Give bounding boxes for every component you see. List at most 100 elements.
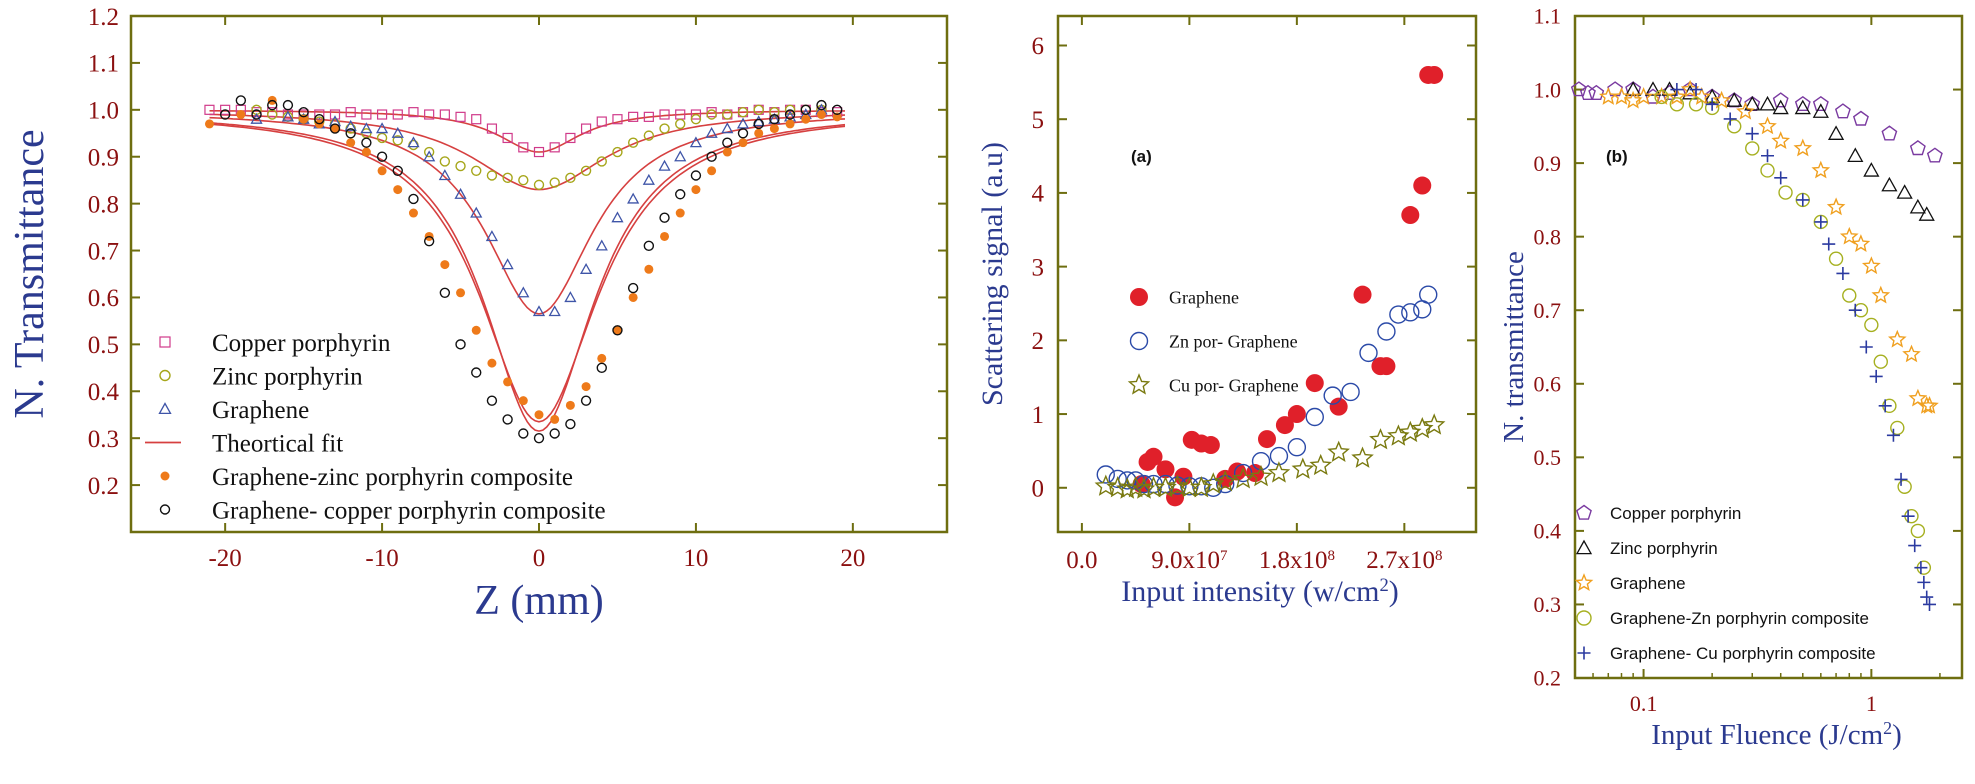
data-point xyxy=(455,111,466,122)
data-point xyxy=(831,104,843,116)
data-point xyxy=(1890,420,1905,436)
data-point xyxy=(314,113,325,125)
data-point xyxy=(1329,397,1348,416)
legend-label: Graphene- Cu porphyrin composite xyxy=(1610,644,1876,663)
data-point xyxy=(219,109,231,120)
y-axis-title: N. transmittance xyxy=(1498,251,1530,443)
y-tick-label: 3 xyxy=(1032,254,1045,281)
data-point xyxy=(1794,95,1811,112)
data-point xyxy=(486,123,498,134)
x-tick-label: 0.1 xyxy=(1630,691,1658,716)
data-point xyxy=(455,339,466,350)
data-point xyxy=(1774,171,1788,185)
data-point xyxy=(597,353,607,363)
y-tick-label: 0.5 xyxy=(88,332,119,359)
data-point xyxy=(330,124,340,134)
data-point xyxy=(628,292,638,302)
data-point xyxy=(1723,112,1737,126)
data-point xyxy=(816,99,827,111)
data-point xyxy=(329,123,341,134)
legend-label: Graphene-zinc porphyrin composite xyxy=(212,464,573,491)
legend-label: Graphene-Zn porphyrin composite xyxy=(1610,609,1869,628)
data-point xyxy=(518,142,529,153)
data-point xyxy=(1909,198,1926,214)
legend-marker xyxy=(160,471,170,481)
data-point xyxy=(1871,285,1891,304)
data-point xyxy=(423,146,435,158)
y-tick-label: 0 xyxy=(1032,476,1045,503)
legend-marker xyxy=(1577,646,1591,660)
data-point xyxy=(643,130,655,141)
data-point xyxy=(1917,575,1931,589)
data-point xyxy=(503,377,513,387)
data-point xyxy=(1309,453,1333,476)
data-point xyxy=(1778,185,1793,200)
legend-marker xyxy=(159,336,171,348)
data-point xyxy=(1761,149,1774,163)
series-cu-por-graphene xyxy=(1094,413,1446,499)
data-point xyxy=(659,123,670,134)
legend-label: Zinc porphyrin xyxy=(1610,539,1718,558)
data-point xyxy=(1201,436,1220,455)
data-point xyxy=(642,173,655,185)
data-point xyxy=(658,159,671,171)
legend: Graphene Zn por- Graphene Cu por- Graphene xyxy=(1127,287,1299,395)
data-point xyxy=(769,124,779,134)
data-point xyxy=(1305,407,1324,427)
data-point xyxy=(644,264,654,274)
data-point xyxy=(1588,84,1605,101)
data-point xyxy=(454,187,467,199)
y-tick-label: 0.5 xyxy=(1534,445,1562,470)
data-point xyxy=(753,104,764,116)
data-point xyxy=(1864,317,1879,333)
data-point xyxy=(455,160,466,172)
data-point xyxy=(407,136,420,148)
data-point xyxy=(1249,464,1273,487)
data-point xyxy=(1275,416,1294,435)
data-point xyxy=(1251,452,1271,471)
data-point xyxy=(1134,474,1154,494)
data-point xyxy=(1425,65,1444,84)
x-tick-label: 2.7x108 xyxy=(1366,547,1442,574)
data-point xyxy=(784,109,796,120)
y-tick-label: 0.7 xyxy=(1534,298,1562,323)
data-point xyxy=(501,258,514,270)
data-point xyxy=(376,132,388,144)
data-point xyxy=(1258,430,1276,449)
data-point xyxy=(689,136,703,148)
data-point xyxy=(736,117,750,129)
legend-marker xyxy=(1129,331,1149,351)
data-point xyxy=(1291,457,1315,479)
legend-marker xyxy=(1130,288,1148,306)
data-point xyxy=(533,146,545,158)
data-point xyxy=(738,138,748,148)
data-point xyxy=(502,414,513,425)
data-point xyxy=(1822,237,1836,251)
legend-marker xyxy=(159,369,171,382)
data-point xyxy=(423,150,436,162)
x-tick-label: 9.0x107 xyxy=(1151,547,1228,574)
data-point xyxy=(580,123,592,134)
data-point xyxy=(1669,97,1685,112)
data-point xyxy=(439,156,451,167)
y-tick-label: 0.8 xyxy=(88,191,119,218)
data-point xyxy=(423,235,435,247)
data-point xyxy=(487,358,497,368)
data-point xyxy=(1201,472,1225,494)
data-point xyxy=(533,179,545,191)
data-point xyxy=(674,150,687,162)
data-point xyxy=(565,400,575,410)
data-point xyxy=(596,116,607,127)
y-tick-label: 0.6 xyxy=(88,285,119,312)
data-point xyxy=(1166,488,1185,507)
data-point xyxy=(1811,160,1831,179)
data-point xyxy=(470,206,483,218)
y-tick-label: 1.2 xyxy=(88,4,119,31)
data-point xyxy=(1267,461,1291,483)
legend-label: Graphene- copper porphyrin composite xyxy=(212,497,606,524)
data-point xyxy=(485,230,499,242)
y-tick-label: 0.8 xyxy=(1534,224,1562,249)
data-point xyxy=(1634,87,1653,105)
data-point xyxy=(1156,460,1175,479)
x-tick-label: 0.0 xyxy=(1066,547,1097,574)
